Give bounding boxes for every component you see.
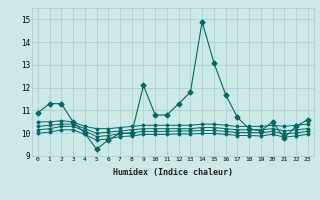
X-axis label: Humidex (Indice chaleur): Humidex (Indice chaleur)	[113, 168, 233, 177]
